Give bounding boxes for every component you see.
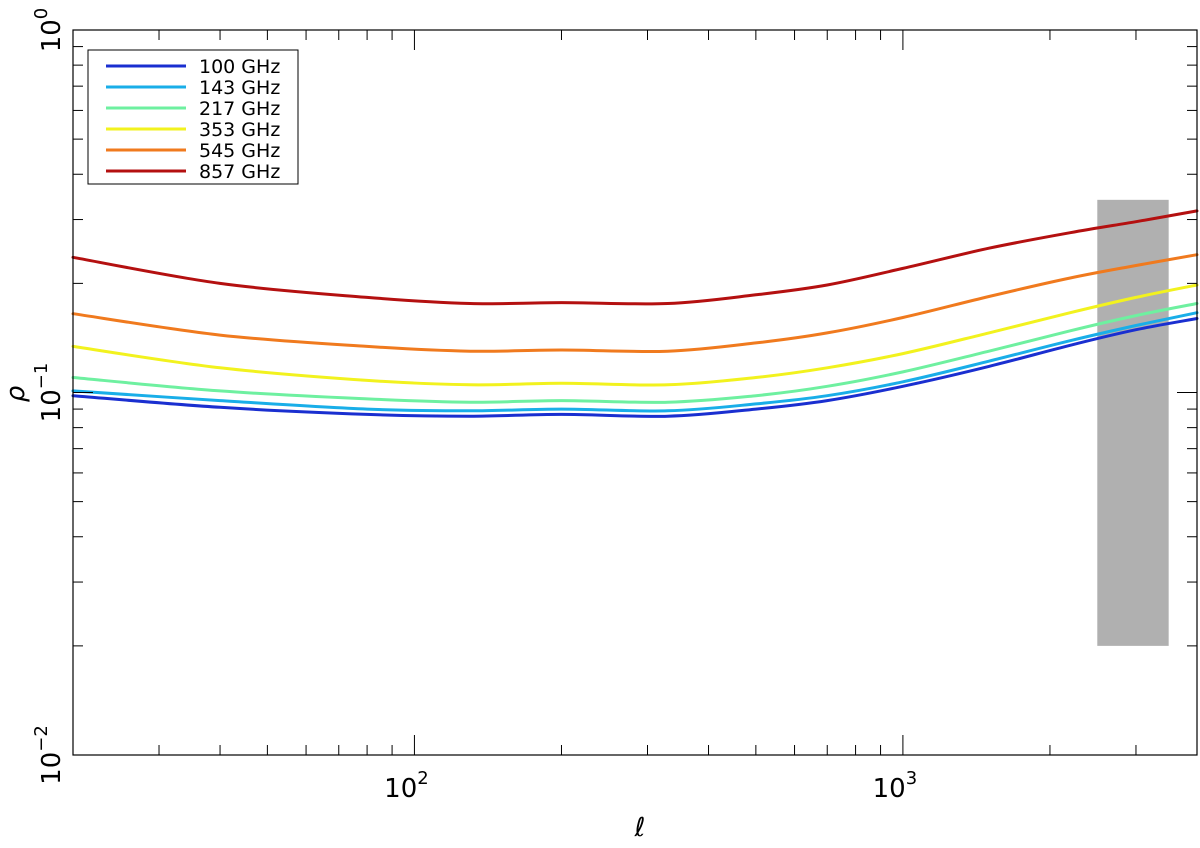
series-line-857-ghz [71,209,1199,306]
y-tick-label: 10−2 [31,725,67,785]
x-tick-label: 103 [873,768,918,804]
shaded-region [1097,199,1169,646]
legend-label: 100 GHz [199,56,280,78]
legend-box [87,49,299,185]
legend-label: 545 GHz [199,140,280,162]
svg-text:100: 100 [31,8,67,53]
series-line-545-ghz [71,253,1199,354]
series-line-100-ghz [71,317,1199,418]
legend-label: 353 GHz [199,119,280,141]
x-axis-label: ℓ [634,813,646,843]
y-tick-label: 100 [31,8,67,53]
legend-label: 857 GHz [199,161,280,183]
series-line-353-ghz [71,283,1199,387]
svg-text:10−1: 10−1 [31,363,67,423]
series-line-217-ghz [71,302,1199,404]
series-line-143-ghz [71,311,1199,413]
x-tick-label: 102 [384,768,429,804]
y-axis-label: ρ [1,385,31,402]
legend-label: 217 GHz [199,98,280,120]
svg-text:10−2: 10−2 [31,725,67,785]
legend-label: 143 GHz [199,77,280,99]
y-tick-label: 10−1 [31,363,67,423]
